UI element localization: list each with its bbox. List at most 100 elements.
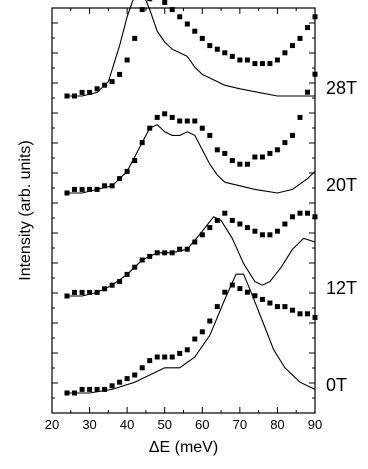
data-point-20T bbox=[79, 186, 85, 192]
panel-20T bbox=[64, 71, 318, 196]
data-point-28T bbox=[237, 57, 243, 63]
x-tick-label: 80 bbox=[270, 417, 284, 432]
data-point-28T bbox=[274, 57, 280, 63]
panel-0T bbox=[64, 273, 318, 396]
series-curve-12T bbox=[67, 216, 316, 297]
data-point-28T bbox=[229, 53, 235, 59]
data-point-12T bbox=[229, 217, 235, 223]
data-point-0T bbox=[252, 293, 258, 299]
data-point-28T bbox=[192, 28, 198, 34]
series-curve-20T bbox=[67, 123, 316, 194]
data-point-12T bbox=[102, 286, 108, 292]
data-point-12T bbox=[79, 289, 85, 295]
data-point-28T bbox=[139, 7, 145, 13]
data-point-12T bbox=[169, 250, 175, 256]
data-point-12T bbox=[154, 250, 160, 256]
data-point-12T bbox=[199, 232, 205, 238]
data-point-0T bbox=[169, 354, 175, 360]
data-point-20T bbox=[177, 118, 183, 124]
data-point-0T bbox=[282, 304, 288, 310]
data-point-20T bbox=[305, 89, 310, 95]
panel-label: 0T bbox=[326, 375, 347, 395]
data-point-0T bbox=[222, 289, 228, 295]
y-axis-label: Intensity (arb. units) bbox=[17, 140, 34, 281]
data-point-0T bbox=[267, 300, 273, 306]
x-tick-label: 40 bbox=[120, 417, 134, 432]
data-point-0T bbox=[87, 386, 93, 392]
data-point-20T bbox=[132, 158, 138, 164]
data-point-20T bbox=[259, 154, 265, 160]
data-point-20T bbox=[222, 150, 228, 156]
data-point-12T bbox=[312, 214, 318, 220]
data-point-12T bbox=[72, 289, 77, 295]
data-point-28T bbox=[117, 71, 123, 77]
data-point-0T bbox=[312, 314, 318, 320]
data-point-28T bbox=[79, 89, 85, 95]
data-point-12T bbox=[267, 232, 273, 238]
data-point-20T bbox=[169, 114, 175, 120]
data-point-0T bbox=[117, 379, 123, 385]
x-tick-label: 70 bbox=[233, 417, 247, 432]
data-point-28T bbox=[222, 50, 228, 56]
data-point-0T bbox=[290, 307, 295, 313]
data-point-20T bbox=[297, 114, 303, 120]
data-point-0T bbox=[192, 336, 198, 342]
data-point-12T bbox=[290, 214, 295, 220]
data-point-28T bbox=[147, 0, 153, 2]
data-point-12T bbox=[274, 228, 280, 234]
data-point-0T bbox=[177, 350, 183, 356]
data-point-20T bbox=[94, 186, 100, 192]
data-point-28T bbox=[102, 82, 108, 88]
data-point-0T bbox=[199, 329, 205, 335]
data-point-0T bbox=[132, 372, 138, 378]
data-point-0T bbox=[102, 386, 108, 392]
data-point-12T bbox=[162, 250, 168, 256]
data-point-12T bbox=[184, 246, 190, 252]
data-point-0T bbox=[184, 347, 190, 353]
data-point-20T bbox=[162, 111, 168, 117]
data-point-0T bbox=[124, 376, 130, 382]
data-point-0T bbox=[154, 354, 160, 360]
x-tick-label: 90 bbox=[308, 417, 322, 432]
data-point-20T bbox=[312, 71, 318, 77]
data-point-28T bbox=[162, 0, 168, 5]
panel-12T bbox=[64, 210, 318, 299]
data-point-12T bbox=[87, 289, 93, 295]
data-point-12T bbox=[64, 293, 70, 299]
data-point-0T bbox=[207, 318, 213, 324]
data-point-12T bbox=[124, 271, 130, 277]
data-point-28T bbox=[297, 35, 303, 41]
data-point-20T bbox=[117, 176, 123, 182]
data-point-20T bbox=[64, 190, 70, 196]
data-point-0T bbox=[259, 296, 265, 302]
data-point-0T bbox=[305, 311, 310, 317]
data-point-20T bbox=[290, 132, 295, 138]
data-point-20T bbox=[124, 168, 130, 174]
data-point-20T bbox=[244, 161, 250, 167]
data-point-12T bbox=[192, 239, 198, 245]
data-point-12T bbox=[237, 221, 243, 227]
data-point-12T bbox=[259, 232, 265, 238]
data-point-20T bbox=[147, 125, 153, 131]
x-tick-label: 20 bbox=[45, 417, 59, 432]
data-point-28T bbox=[94, 86, 100, 92]
data-point-12T bbox=[282, 221, 288, 227]
data-point-20T bbox=[72, 186, 77, 192]
data-point-20T bbox=[109, 183, 115, 189]
data-point-20T bbox=[192, 118, 198, 124]
data-point-28T bbox=[199, 35, 205, 41]
data-point-12T bbox=[117, 279, 123, 285]
data-point-12T bbox=[109, 282, 115, 288]
x-tick-label: 50 bbox=[157, 417, 171, 432]
data-point-12T bbox=[177, 246, 183, 252]
data-point-12T bbox=[297, 210, 303, 216]
data-point-28T bbox=[109, 79, 115, 85]
data-point-12T bbox=[139, 257, 145, 263]
data-point-20T bbox=[274, 147, 280, 153]
data-point-20T bbox=[267, 150, 273, 156]
data-point-0T bbox=[297, 311, 303, 317]
data-point-0T bbox=[94, 386, 100, 392]
data-point-0T bbox=[79, 386, 85, 392]
data-point-12T bbox=[305, 210, 310, 216]
